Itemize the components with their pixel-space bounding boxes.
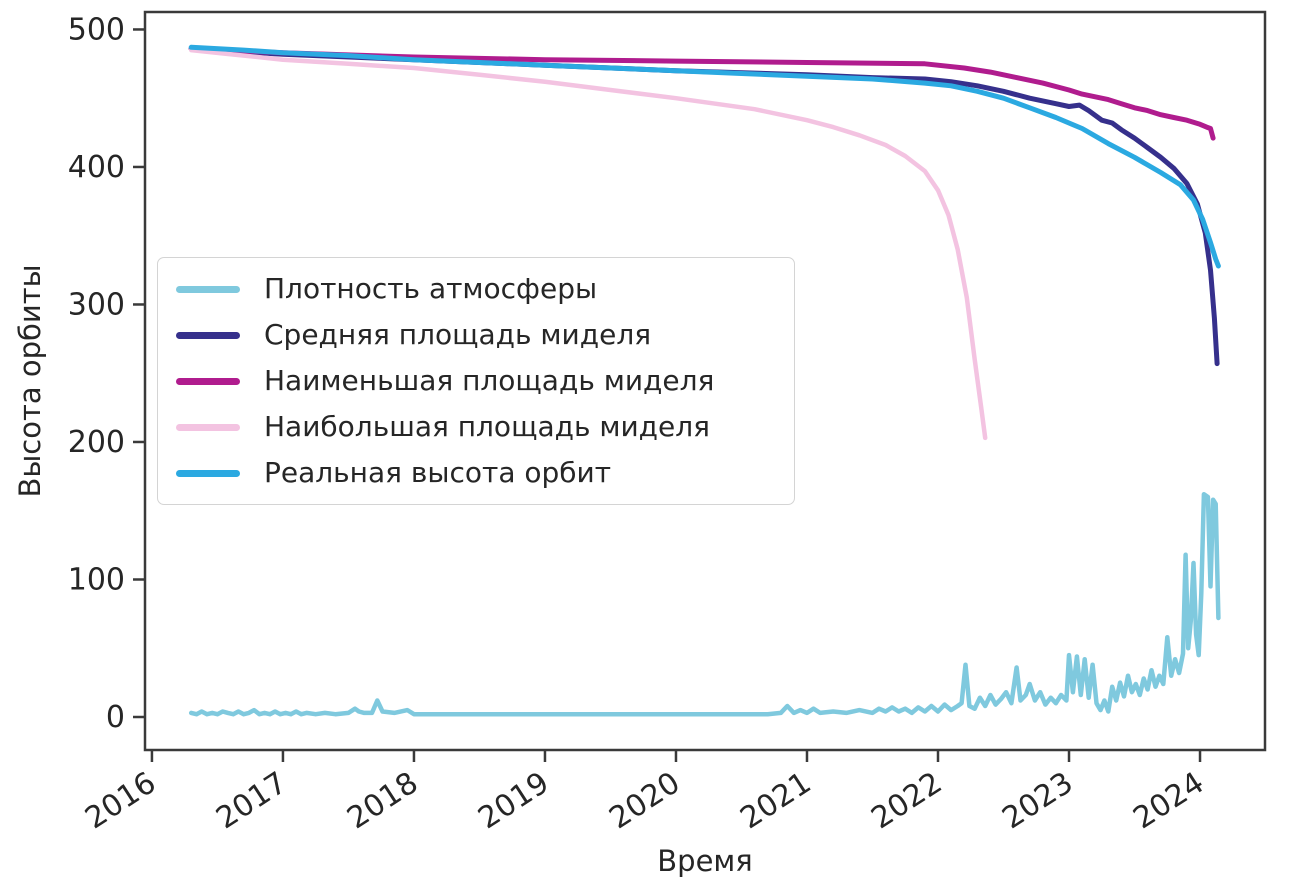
legend-item-5: Реальная высота орбит [176,459,794,487]
x-axis-label: Время [657,844,753,878]
legend-label: Средняя площадь миделя [264,318,652,351]
legend-label: Реальная высота орбит [264,456,612,489]
y-tick-label: 500 [68,12,125,47]
legend-swatch [176,469,240,477]
legend-item-1: Плотность атмосферы [176,275,794,303]
x-tick-label: 2020 [603,765,686,836]
x-tick-label: 2024 [1127,765,1210,836]
x-tick-label: 2019 [472,765,555,836]
legend-label: Наименьшая площадь миделя [264,364,715,397]
legend-swatch [176,423,240,431]
y-tick-label: 400 [68,150,125,185]
legend-swatch [176,377,240,385]
legend-item-3: Наименьшая площадь миделя [176,367,794,395]
series-line-4 [188,47,988,441]
x-tick-label: 2021 [734,765,817,836]
legend-swatch [176,331,240,339]
y-tick-label: 0 [106,700,125,735]
y-tick-label: 200 [68,425,125,460]
x-tick-label: 2018 [341,765,424,836]
plot-frame [143,10,1267,752]
legend-label: Наибольшая площадь миделя [264,410,711,443]
x-tick-label: 2017 [210,765,293,836]
legend-item-2: Средняя площадь миделя [176,321,794,349]
series-line-1 [188,491,1221,717]
legend: Плотность атмосферы Средняя площадь мидел… [157,257,795,505]
series-line-3 [188,46,1216,141]
x-tick-label: 2023 [996,765,1079,836]
series-line-5 [188,44,1221,269]
x-tick-label: 2022 [865,765,948,836]
x-tick-label: 2016 [79,765,162,836]
y-tick-label: 100 [68,562,125,597]
legend-swatch [176,285,240,293]
y-axis-label: Высота орбиты [13,264,47,498]
y-tick-label: 300 [68,287,125,322]
legend-label: Плотность атмосферы [264,272,598,305]
legend-item-4: Наибольшая площадь миделя [176,413,794,441]
